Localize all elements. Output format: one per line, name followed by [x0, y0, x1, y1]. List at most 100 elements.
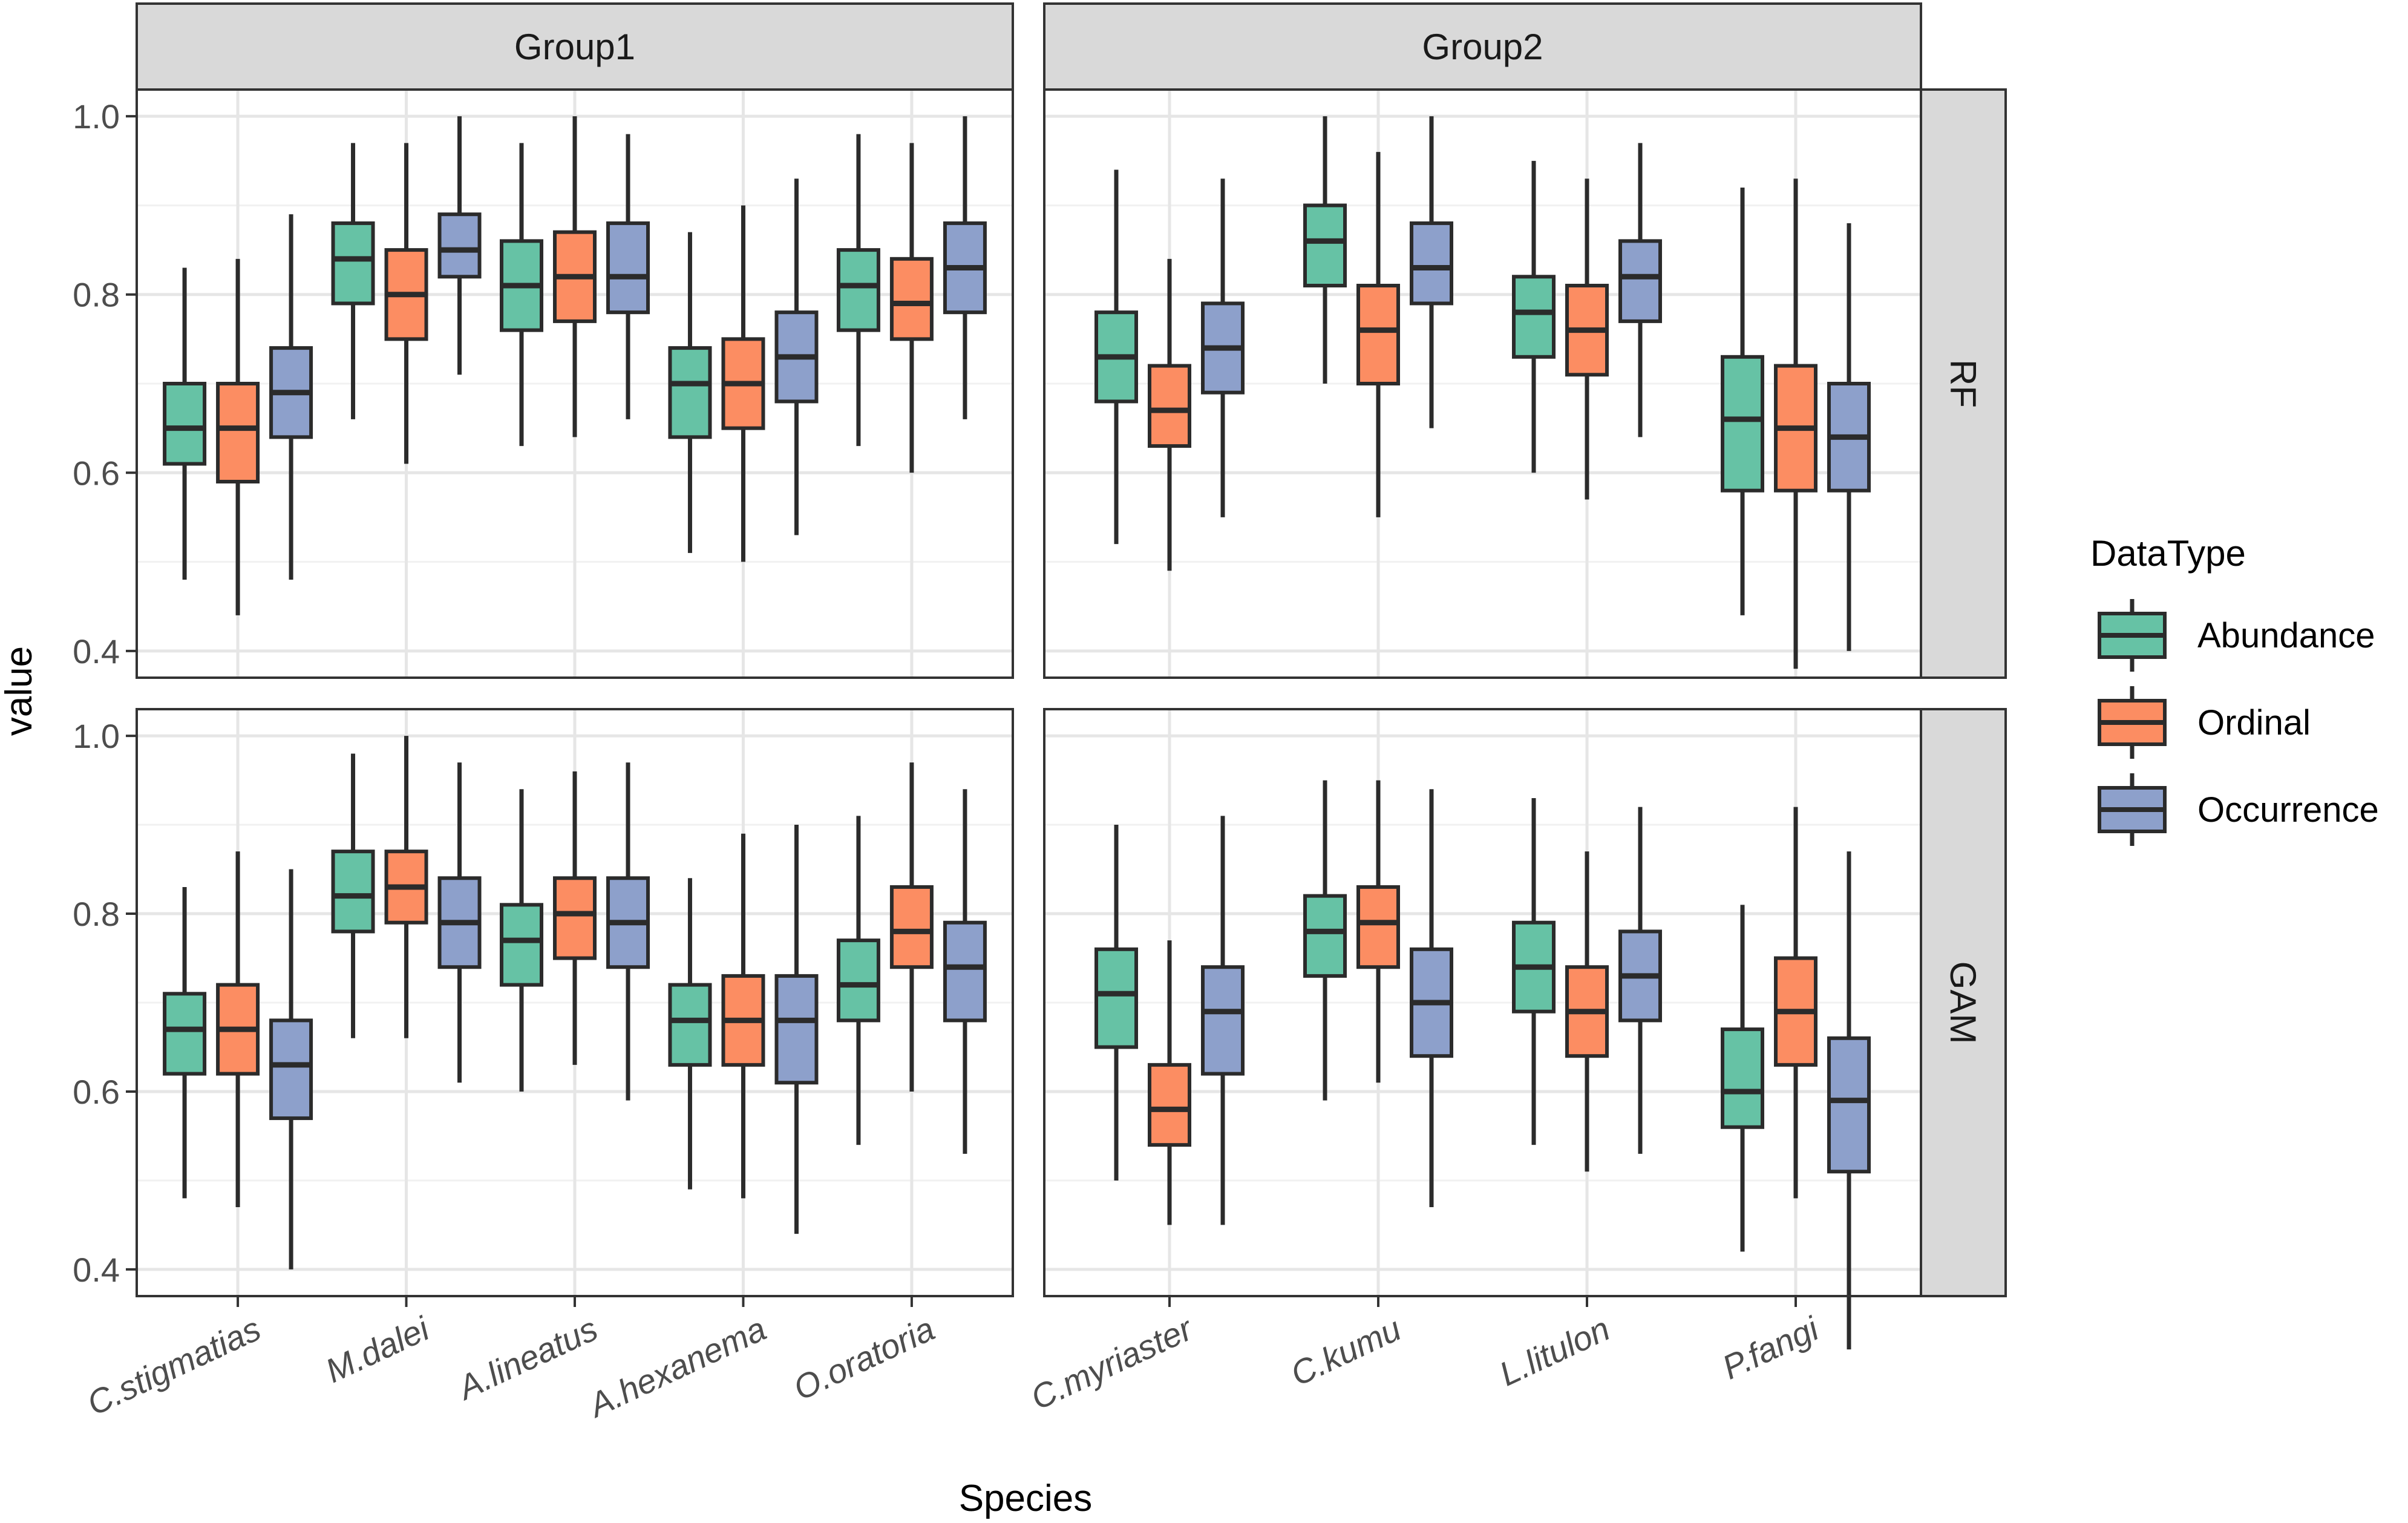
legend-item-occurrence: Occurrence: [2098, 773, 2379, 846]
box-m-dalei-abundance: [331, 753, 375, 1038]
strip-rf: RF: [1920, 88, 2007, 679]
box-body: [331, 221, 375, 306]
box-o-oratoria-occurrence: [943, 116, 987, 419]
legend-label: Abundance: [2197, 616, 2375, 655]
box-l-litulon-occurrence: [1618, 143, 1662, 437]
box-o-oratoria-ordinal: [889, 762, 934, 1092]
box-body: [1201, 965, 1245, 1076]
box-c-myriaster-ordinal: [1148, 940, 1191, 1225]
box-l-litulon-abundance: [1512, 160, 1556, 473]
box-c-myriaster-abundance: [1094, 825, 1138, 1181]
panel-rf-group1: [136, 88, 1014, 679]
strip-background: [136, 2, 1014, 91]
box-c-stigmatias-ordinal: [216, 258, 260, 615]
strip-group1: Group1: [136, 2, 1014, 91]
box-body: [668, 346, 712, 439]
strip-label: GAM: [1943, 961, 1983, 1044]
box-a-hexanema-occurrence: [774, 179, 819, 536]
strip-group2: Group2: [1043, 2, 1922, 91]
box-l-litulon-ordinal: [1565, 179, 1609, 500]
box-body: [774, 974, 819, 1085]
box-body: [836, 248, 880, 332]
box-o-oratoria-ordinal: [889, 143, 934, 473]
box-c-kumu-occurrence: [1410, 116, 1453, 428]
box-body: [836, 938, 880, 1023]
box-c-stigmatias-occurrence: [269, 869, 313, 1269]
legend-item-abundance: Abundance: [2098, 599, 2375, 672]
legend-item-ordinal: Ordinal: [2098, 686, 2311, 759]
strip-background: [1920, 88, 2007, 679]
legend-title: DataType: [2090, 533, 2246, 574]
box-c-kumu-abundance: [1303, 780, 1347, 1101]
box-c-stigmatias-occurrence: [269, 214, 313, 580]
box-body: [889, 257, 934, 341]
box-body: [1148, 1063, 1191, 1147]
box-body: [1303, 203, 1347, 288]
box-body: [163, 382, 207, 466]
box-a-lineatus-ordinal: [553, 771, 597, 1065]
box-body: [437, 212, 482, 279]
box-body: [1721, 355, 1764, 493]
panel-gam-group2: [1043, 708, 1922, 1350]
box-body: [269, 1018, 313, 1121]
box-p-fangi-abundance: [1721, 188, 1764, 615]
box-p-fangi-ordinal: [1774, 807, 1817, 1199]
box-p-fangi-occurrence: [1827, 223, 1871, 651]
box-body: [668, 983, 712, 1067]
box-o-oratoria-abundance: [836, 134, 880, 447]
strip-label: Group1: [514, 27, 635, 67]
box-a-lineatus-ordinal: [553, 116, 597, 437]
box-m-dalei-abundance: [331, 143, 375, 419]
box-p-fangi-abundance: [1721, 905, 1764, 1252]
box-body: [606, 221, 650, 315]
box-a-hexanema-abundance: [668, 232, 712, 553]
box-body: [1721, 1027, 1764, 1129]
legend-label: Occurrence: [2197, 790, 2379, 830]
y-tick-label: 0.4: [73, 1251, 120, 1289]
box-body: [1356, 284, 1400, 385]
box-c-myriaster-ordinal: [1148, 258, 1191, 571]
box-a-lineatus-occurrence: [606, 762, 650, 1101]
y-axis-title: value: [0, 646, 40, 736]
box-c-myriaster-occurrence: [1201, 179, 1245, 517]
box-body: [1303, 894, 1347, 978]
box-a-hexanema-abundance: [668, 878, 712, 1190]
box-l-litulon-ordinal: [1565, 851, 1609, 1172]
box-c-kumu-ordinal: [1356, 780, 1400, 1083]
box-body: [216, 382, 260, 483]
box-o-oratoria-abundance: [836, 816, 880, 1145]
box-c-kumu-ordinal: [1356, 152, 1400, 517]
box-m-dalei-occurrence: [437, 762, 482, 1083]
y-tick-label: 0.6: [73, 454, 120, 492]
box-m-dalei-ordinal: [384, 736, 428, 1038]
y-tick-label: 0.6: [73, 1073, 120, 1111]
box-m-dalei-occurrence: [437, 116, 482, 375]
box-a-hexanema-occurrence: [774, 825, 819, 1234]
box-body: [1356, 885, 1400, 969]
box-body: [889, 885, 934, 969]
y-tick-label: 0.8: [73, 895, 120, 933]
y-tick-label: 0.4: [73, 632, 120, 670]
box-p-fangi-ordinal: [1774, 179, 1817, 669]
legend: DataType Abundance Ordinal Occurrence: [2090, 533, 2379, 846]
box-l-litulon-occurrence: [1618, 807, 1662, 1154]
box-l-litulon-abundance: [1512, 798, 1556, 1145]
box-c-stigmatias-abundance: [163, 886, 207, 1199]
panel-rf-group2: [1043, 88, 1922, 679]
box-c-stigmatias-ordinal: [216, 851, 260, 1208]
box-a-hexanema-ordinal: [721, 833, 765, 1199]
strip-label: Group2: [1422, 27, 1543, 67]
box-body: [500, 903, 543, 987]
facet-strips: Group1 Group2 RF GAM: [136, 2, 2007, 1297]
strip-background: [1920, 708, 2007, 1297]
box-body: [1410, 221, 1453, 306]
box-a-hexanema-ordinal: [721, 205, 765, 562]
y-tick-label: 1.0: [73, 97, 120, 136]
box-c-kumu-abundance: [1303, 116, 1347, 384]
box-body: [553, 876, 597, 960]
box-a-lineatus-occurrence: [606, 134, 650, 419]
strip-background: [1043, 2, 1922, 91]
box-body: [163, 992, 207, 1076]
x-axis-title: Species: [959, 1478, 1093, 1519]
